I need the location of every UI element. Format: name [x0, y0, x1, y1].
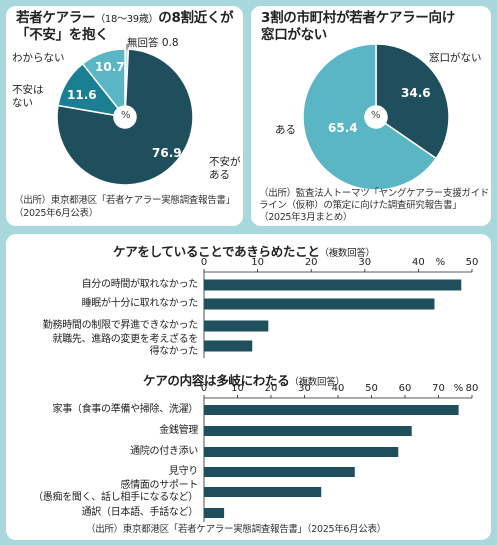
chart2-title: ケアの内容は多岐にわたる（複数回答） — [143, 373, 345, 388]
chart1-tick-label: 50 — [465, 257, 479, 268]
panel-window: 3割の市町村が若者ケアラー向け 窓口がない 窓口がない ある 34.6 65.4… — [251, 6, 491, 226]
chart2-category-label: 感情面のサポート （愚痴を聞く、話し相手になるなど） — [33, 480, 198, 503]
chart2-category-label: 見守り — [168, 466, 198, 477]
chart2-bar-5 — [204, 508, 225, 518]
chart2-svg — [203, 395, 473, 522]
chart2-tick-label: 30 — [298, 383, 311, 394]
chart1-bar-0 — [204, 279, 462, 291]
panel-b-title-line1: 3割の市町村が若者ケアラー向け — [261, 10, 455, 26]
chart2-category-label: 通訳（日本語、手話など） — [81, 507, 199, 518]
chart1-category-label: 自分の時間が取れなかった — [81, 279, 199, 290]
chart2-tick-label: 40 — [331, 383, 345, 394]
panel-b-source-line2: ライン（仮称）の策定に向けた調査研究報告書」 — [259, 200, 462, 211]
panel-a-source-line2: （2025年6月公表） — [14, 208, 98, 219]
label-not-anxious-2: ない — [12, 97, 33, 109]
chart2-category-label: 金銭管理 — [159, 425, 198, 436]
chart1-tick-label: 20 — [304, 257, 318, 268]
label-anxious-2: ある — [209, 169, 230, 181]
chart1-category-label: 勤務時間の制限で昇進できなかった — [42, 320, 199, 331]
pie-slice-anxious — [56, 48, 194, 186]
pie-center-unit: % — [121, 110, 131, 121]
chart2-bar-3 — [204, 467, 355, 477]
chart1-tick-label: 30 — [358, 257, 372, 268]
panel-b-source-line1: （出所）監査法人トーマツ「ヤングケアラー支援ガイド — [259, 188, 490, 199]
chart2-category-label: 通院の付き添い — [130, 446, 198, 457]
chart2-tick-label: 10 — [231, 383, 244, 394]
chart2-bar-1 — [204, 426, 412, 436]
chart1-tick-label: 10 — [251, 257, 264, 268]
panel-bar-charts: ケアをしていることであきらめたこと（複数回答） ケアの内容は多岐にわたる（複数回… — [6, 234, 491, 540]
panel-b-source-line3: （2025年3月まとめ） — [259, 212, 353, 223]
pie-slice-exists — [302, 43, 438, 191]
value-no-window: 34.6 — [401, 86, 431, 100]
pie-slice-unknown — [81, 48, 126, 110]
label-not-anxious-1: 不安は — [12, 84, 44, 96]
chart1-bar-3 — [204, 340, 253, 352]
chart2-tick-label: 70 — [432, 383, 445, 394]
panel-a-source-line1: （出所）東京都港区「若者ケアラー実態調査報告書」 — [14, 195, 235, 206]
label-no-window: 窓口がない — [429, 52, 482, 64]
pie-chart-window — [302, 43, 450, 191]
chart2-bar-4 — [204, 487, 322, 497]
chart2-tick-label: 0 — [200, 383, 208, 394]
label-exists: ある — [275, 124, 296, 136]
panel-c-source: （出所）東京都港区「若者ケアラー実態調査報告書」（2025年6月公表） — [86, 524, 386, 535]
panel-b-title-line2: 窓口がない — [261, 27, 327, 43]
chart1-category-label: 睡眠が十分に取れなかった — [81, 298, 199, 309]
panel-a-title-line1: 若者ケアラー（18～39歳）の8割近くが — [16, 10, 234, 26]
value-anxious: 76.9 — [152, 146, 182, 160]
chart1-tick-label: 0 — [200, 257, 208, 268]
chart1-tick-label: 40 — [412, 257, 425, 268]
value-not-anxious: 11.6 — [67, 88, 97, 102]
chart1-bar-1 — [204, 298, 435, 310]
chart1-svg — [203, 269, 473, 358]
chart2-unit-label: % — [453, 383, 464, 394]
chart2-tick-label: 50 — [365, 383, 378, 394]
label-anxious-1: 不安が — [209, 156, 241, 168]
chart1-title: ケアをしていることであきらめたこと（複数回答） — [113, 244, 375, 259]
panel-a-title-line2: 「不安」を抱く — [16, 27, 109, 43]
value-exists: 65.4 — [328, 121, 358, 135]
pie-center-unit: % — [371, 110, 381, 121]
value-unknown: 10.7 — [95, 60, 125, 74]
chart2-bar-0 — [204, 405, 459, 415]
label-no-answer: 無回答 0.8 — [127, 37, 179, 49]
chart1-category-label: 就職先、進路の変更を考えざるを 得なかった — [52, 334, 199, 357]
chart2-tick-label: 60 — [398, 383, 412, 394]
chart2-tick-label: 20 — [264, 383, 278, 394]
label-unknown: わからない — [12, 52, 65, 64]
chart1-unit-label: % — [435, 257, 446, 268]
chart2-tick-label: 80 — [465, 383, 479, 394]
panel-anxiety: 若者ケアラー（18～39歳）の8割近くが 「不安」を抱く 無回答 0.8 わから… — [6, 6, 243, 226]
pie-slice-no-window — [375, 43, 450, 160]
chart1-bar-2 — [204, 320, 269, 332]
chart2-bar-2 — [204, 447, 399, 457]
chart2-category-label: 家事（食事の準備や掃除、洗濯） — [52, 404, 199, 415]
pie-chart-anxiety — [56, 44, 194, 186]
